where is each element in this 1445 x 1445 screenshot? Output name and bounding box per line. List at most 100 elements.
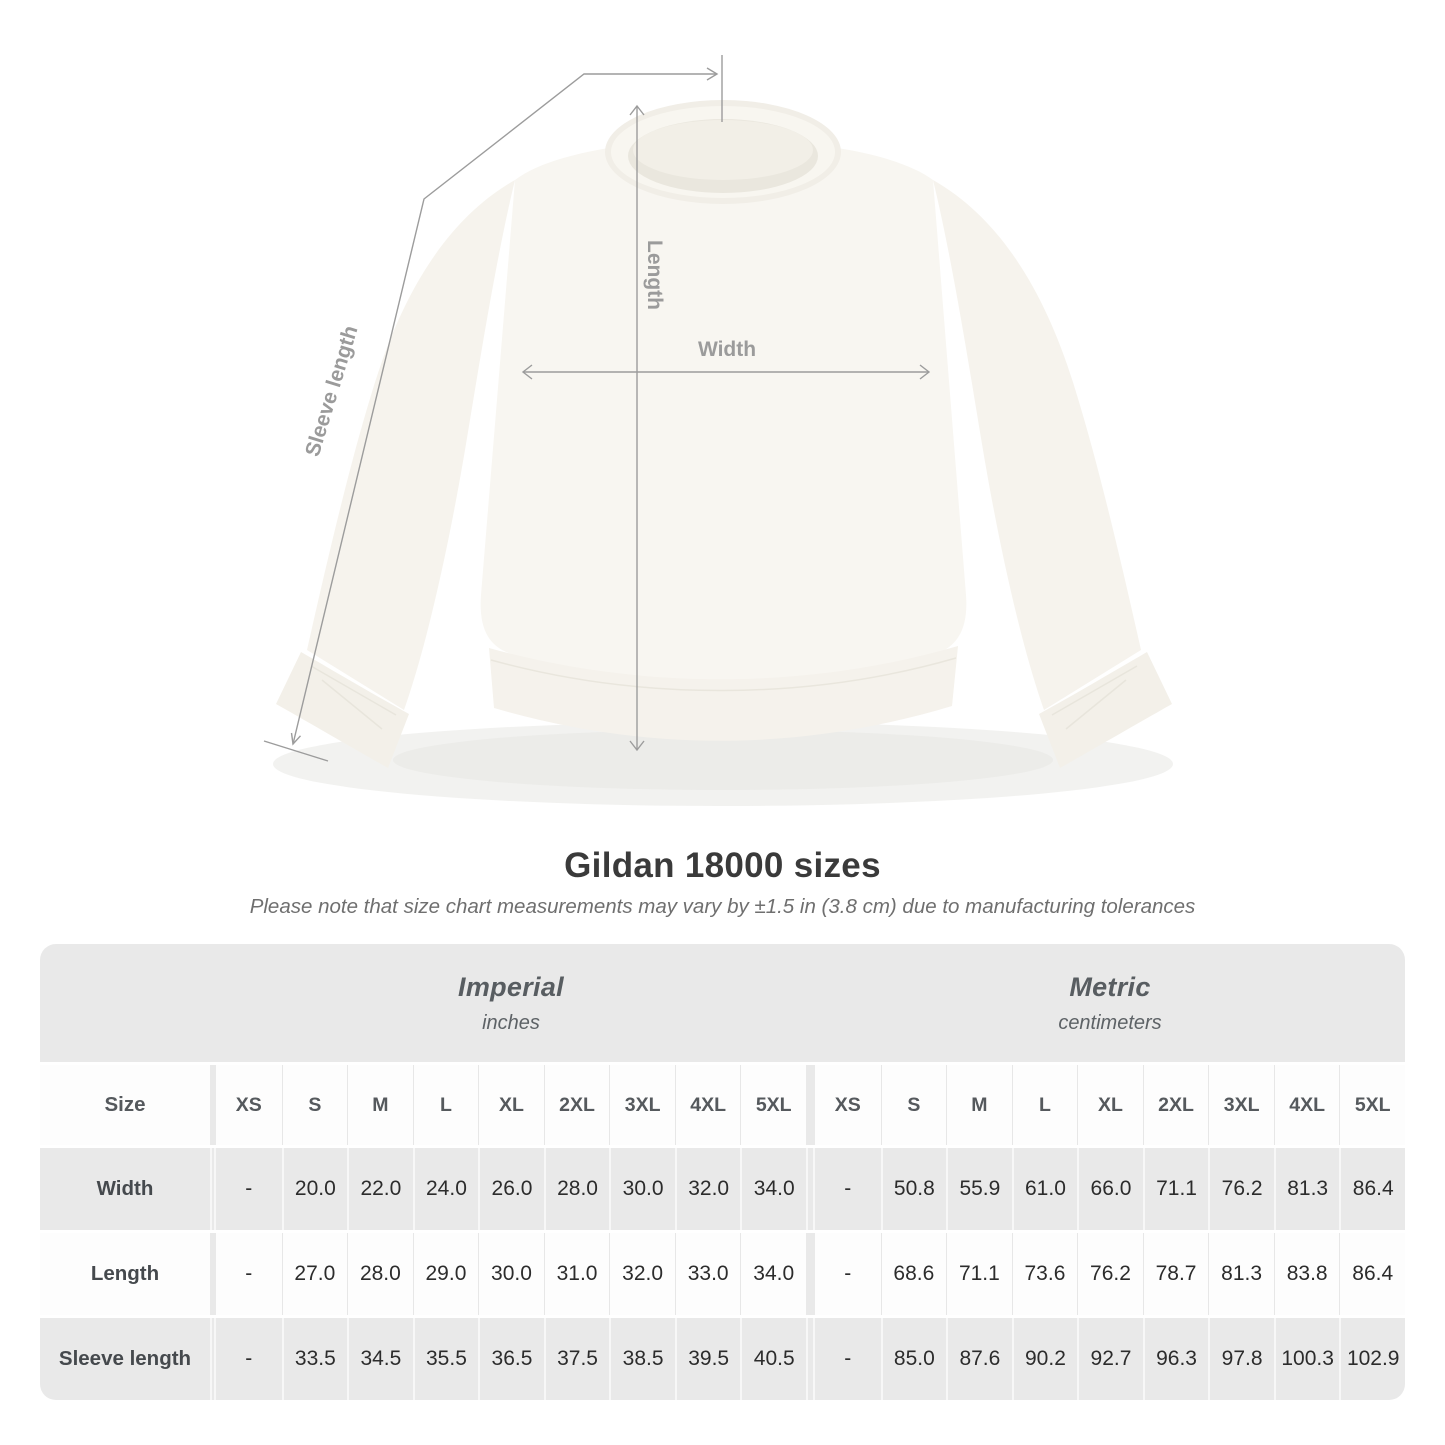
measurement-cell: 78.7 — [1142, 1233, 1209, 1315]
heading-block: Gildan 18000 sizes Please note that size… — [0, 846, 1445, 919]
size-header-cell: 3XL — [609, 1065, 675, 1145]
measurement-cell: 28.0 — [347, 1233, 413, 1315]
measurement-cell: 83.8 — [1273, 1233, 1340, 1315]
measurement-cell: 32.0 — [674, 1148, 741, 1230]
measurement-cell: 71.1 — [1142, 1148, 1209, 1230]
sleeve-length-label: Sleeve length — [301, 323, 363, 459]
measurement-cell: 66.0 — [1077, 1148, 1143, 1230]
size-header-cell: 2XL — [1142, 1065, 1209, 1145]
measurement-cell: 73.6 — [1011, 1233, 1078, 1315]
collar-inner-back — [633, 120, 813, 180]
arrow-right-icon — [706, 67, 719, 81]
measurement-cell: 33.0 — [674, 1233, 741, 1315]
measurement-cell: - — [815, 1318, 881, 1400]
measurement-cell: 71.1 — [946, 1233, 1012, 1315]
measurement-cell: 28.0 — [543, 1148, 610, 1230]
sleeve-length-line — [292, 73, 716, 745]
spacer — [806, 1233, 815, 1315]
right-cuff — [1039, 652, 1172, 768]
page-title: Gildan 18000 sizes — [564, 846, 881, 885]
arrow-right2-icon — [919, 364, 931, 380]
row-label: Width — [40, 1148, 210, 1230]
metric-header: Metric centimeters — [815, 944, 1405, 1062]
size-header-cell: 2XL — [543, 1065, 610, 1145]
size-header-cell: 4XL — [674, 1065, 741, 1145]
measurement-cell: 33.5 — [281, 1318, 348, 1400]
size-header-cell: XL — [478, 1065, 544, 1145]
measurement-cell: 96.3 — [1142, 1318, 1209, 1400]
measurement-cell: 35.5 — [412, 1318, 479, 1400]
size-header-row: Size XS S M L XL 2XL 3XL 4XL 5XL XS S M … — [40, 1065, 1405, 1145]
measurement-cell: 27.0 — [281, 1233, 348, 1315]
measurement-cell: 76.2 — [1208, 1148, 1274, 1230]
size-header-cell: XS — [815, 1065, 881, 1145]
shadow-inner — [393, 730, 1053, 790]
size-header-cell: 5XL — [1339, 1065, 1405, 1145]
measurement-cell: 39.5 — [674, 1318, 741, 1400]
spacer — [806, 1065, 815, 1145]
spacer — [210, 1233, 216, 1315]
size-corner-label: Size — [40, 1065, 210, 1145]
left-sleeve — [307, 180, 515, 710]
unit-header-row: Imperial inches Metric centimeters — [40, 944, 1405, 1062]
spacer — [210, 1148, 216, 1230]
measurement-cell: 85.0 — [880, 1318, 947, 1400]
measurement-cell: 86.4 — [1339, 1233, 1405, 1315]
measurement-cell: 34.5 — [347, 1318, 413, 1400]
measurement-cell: 87.6 — [946, 1318, 1012, 1400]
measurement-cell: 76.2 — [1077, 1233, 1143, 1315]
length-label: Length — [643, 240, 666, 310]
body — [480, 139, 967, 681]
size-header-cell: L — [412, 1065, 479, 1145]
measurement-cell: 24.0 — [412, 1148, 479, 1230]
measurement-cell: 34.0 — [740, 1148, 806, 1230]
dimension-lines — [263, 55, 931, 762]
sweatshirt-illustration — [276, 100, 1172, 768]
measurement-cell: 100.3 — [1273, 1318, 1340, 1400]
measurement-cell: 61.0 — [1011, 1148, 1078, 1230]
measurement-cell: 81.3 — [1273, 1148, 1340, 1230]
measurement-cell: 102.9 — [1339, 1318, 1405, 1400]
measurement-cell: 26.0 — [478, 1148, 544, 1230]
right-sleeve — [933, 180, 1141, 710]
measurement-cell: 38.5 — [609, 1318, 675, 1400]
measurement-cell: 29.0 — [412, 1233, 479, 1315]
unit-group-unit: inches — [482, 1011, 540, 1034]
size-header-cell: M — [946, 1065, 1012, 1145]
arrow-left-icon — [521, 364, 533, 380]
measurement-cell: 81.3 — [1208, 1233, 1274, 1315]
arrow-down-icon — [629, 740, 645, 752]
arrow-up-icon — [629, 104, 645, 116]
spacer — [210, 944, 216, 1062]
measurement-cell: - — [216, 1318, 282, 1400]
measurement-cell: - — [216, 1233, 282, 1315]
unit-group-unit: centimeters — [1058, 1011, 1162, 1034]
size-header-cell: XS — [216, 1065, 282, 1145]
size-header-cell: 4XL — [1273, 1065, 1340, 1145]
row-label: Sleeve length — [40, 1318, 210, 1400]
left-cuff — [276, 652, 409, 768]
measurement-cell: 97.8 — [1208, 1318, 1274, 1400]
imperial-header: Imperial inches — [216, 944, 806, 1062]
spacer — [806, 1318, 815, 1400]
table-row-width: Width - 20.0 22.0 24.0 26.0 28.0 30.0 32… — [40, 1148, 1405, 1230]
table-row-length: Length - 27.0 28.0 29.0 30.0 31.0 32.0 3… — [40, 1233, 1405, 1315]
table-row-sleeve-length: Sleeve length - 33.5 34.5 35.5 36.5 37.5… — [40, 1318, 1405, 1400]
left-cuff-ribbing — [310, 665, 397, 730]
measurement-cell: 50.8 — [880, 1148, 947, 1230]
size-header-cell: 5XL — [740, 1065, 806, 1145]
measurement-cell: - — [216, 1148, 282, 1230]
right-cuff-ribbing — [1051, 665, 1138, 730]
measurement-cell: 55.9 — [946, 1148, 1012, 1230]
waistband-seam — [490, 657, 957, 692]
measurement-cell: 30.0 — [478, 1233, 544, 1315]
unit-group-name: Imperial — [458, 971, 564, 1002]
width-label: Width — [698, 338, 756, 361]
measurement-cell: 30.0 — [609, 1148, 675, 1230]
tolerance-note: Please note that size chart measurements… — [249, 895, 1196, 918]
measurement-cell: 32.0 — [609, 1233, 675, 1315]
measurement-cell: 20.0 — [281, 1148, 348, 1230]
size-header-cell: XL — [1077, 1065, 1143, 1145]
size-header-cell: S — [880, 1065, 947, 1145]
